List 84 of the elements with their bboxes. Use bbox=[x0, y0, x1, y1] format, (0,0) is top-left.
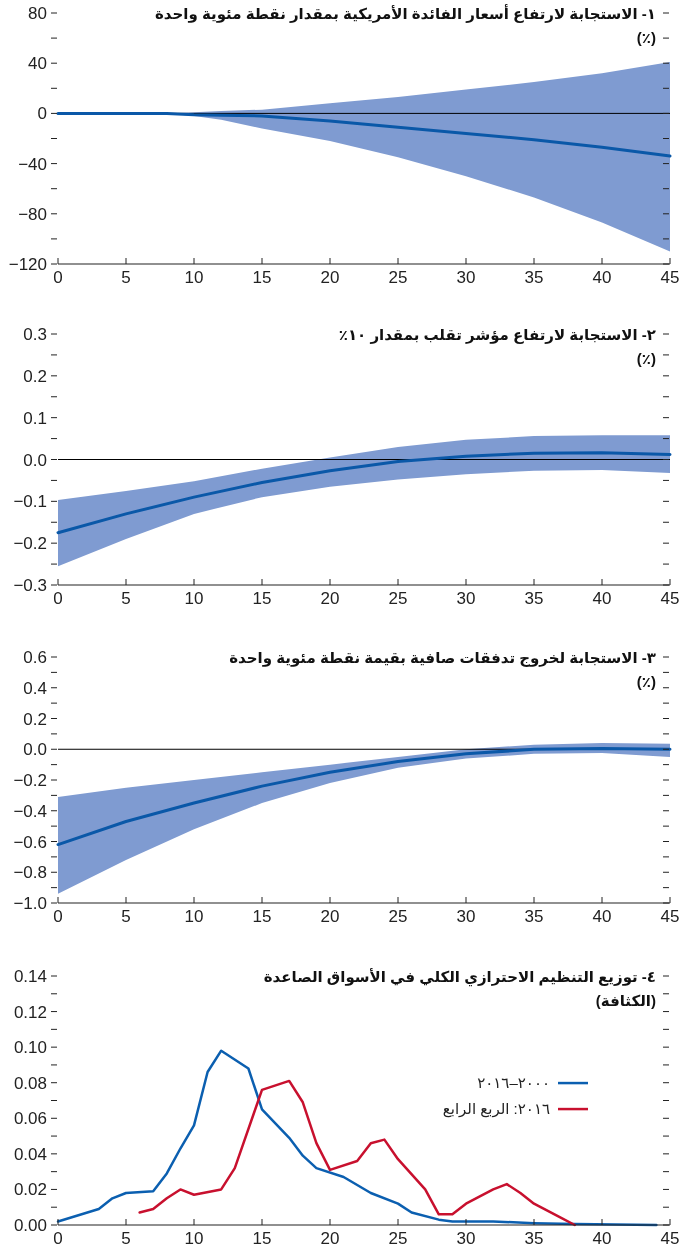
y-tick-label: −0.1 bbox=[13, 492, 47, 512]
x-tick-label: 45 bbox=[660, 268, 680, 287]
y-tick-label: 0.1 bbox=[23, 408, 47, 428]
x-tick-label: 30 bbox=[456, 907, 476, 926]
x-tick-label: 0 bbox=[53, 907, 63, 926]
y-tick-label: 0.3 bbox=[23, 325, 47, 344]
y-tick-label: 80 bbox=[28, 4, 47, 23]
chart-title: ٤- توزيع التنظيم الاحترازي الكلي في الأسواق الصاعدة bbox=[263, 968, 656, 987]
x-tick-label: 25 bbox=[388, 1229, 408, 1248]
x-tick-label: 10 bbox=[184, 1229, 204, 1248]
y-tick-label: 0.14 bbox=[13, 967, 47, 986]
y-tick-label: −0.6 bbox=[13, 832, 47, 852]
x-tick-label: 5 bbox=[121, 589, 131, 608]
y-tick-label: −0.2 bbox=[13, 534, 47, 554]
x-tick-label: 20 bbox=[320, 907, 340, 926]
y-tick-label: 0.4 bbox=[23, 678, 47, 698]
x-tick-label: 35 bbox=[524, 268, 544, 287]
x-tick-label: 25 bbox=[388, 907, 408, 926]
y-tick-label: 0.10 bbox=[13, 1038, 47, 1058]
x-tick-label: 45 bbox=[660, 907, 680, 926]
legend-label: ٢٠١٦: الربع الرابع bbox=[442, 1100, 550, 1119]
x-tick-label: 45 bbox=[660, 1229, 680, 1248]
x-tick-label: 15 bbox=[252, 907, 272, 926]
x-tick-label: 15 bbox=[252, 589, 272, 608]
x-tick-label: 40 bbox=[592, 589, 612, 608]
y-tick-label: 0.0 bbox=[23, 450, 47, 470]
x-tick-label: 20 bbox=[320, 1229, 340, 1248]
chart-title: ٢- الاستجابة لارتفاع مؤشر تقلب بمقدار ١٠٪ bbox=[338, 326, 656, 344]
x-tick-label: 0 bbox=[53, 268, 63, 287]
x-tick-label: 15 bbox=[252, 1229, 272, 1248]
x-tick-label: 5 bbox=[121, 907, 131, 926]
x-tick-label: 35 bbox=[524, 589, 544, 608]
x-tick-label: 35 bbox=[524, 907, 544, 926]
y-tick-label: −120 bbox=[8, 255, 47, 274]
y-tick-label: −0.2 bbox=[13, 771, 47, 790]
y-tick-label: −0.4 bbox=[13, 801, 47, 821]
y-tick-label: 0.6 bbox=[23, 648, 47, 667]
x-tick-label: 40 bbox=[592, 1229, 612, 1248]
x-tick-label: 40 bbox=[592, 268, 612, 287]
y-tick-label: 0.2 bbox=[23, 709, 47, 729]
x-tick-label: 0 bbox=[53, 1229, 63, 1248]
chart-title: ٣- الاستجابة لخروج تدفقات صافية بقيمة نقطة مئوية واحدة bbox=[229, 649, 656, 667]
y-tick-label: −0.8 bbox=[13, 863, 47, 883]
chart-title: ١- الاستجابة لارتفاع أسعار الفائدة الأمريكية بمقدار نقطة مئوية واحدة bbox=[154, 4, 656, 23]
x-tick-label: 30 bbox=[456, 589, 476, 608]
x-tick-label: 10 bbox=[184, 268, 204, 287]
x-tick-label: 35 bbox=[524, 1229, 544, 1248]
y-tick-label: 0.02 bbox=[13, 1180, 47, 1200]
y-tick-label: 0.0 bbox=[23, 740, 47, 760]
y-tick-label: −40 bbox=[18, 154, 47, 174]
text: (٪) bbox=[636, 350, 656, 367]
x-tick-label: 15 bbox=[252, 268, 272, 287]
line-series bbox=[56, 451, 672, 535]
text: (٪) bbox=[636, 673, 656, 690]
y-tick-label: 0.04 bbox=[13, 1144, 47, 1164]
y-tick-label: −0.3 bbox=[13, 576, 47, 595]
x-tick-label: 0 bbox=[53, 589, 63, 608]
text: (الكثافة) bbox=[595, 992, 656, 1009]
x-tick-label: 20 bbox=[320, 268, 340, 287]
y-tick-label: 0.2 bbox=[23, 366, 47, 386]
line-series bbox=[138, 1079, 577, 1227]
line-series bbox=[56, 746, 672, 847]
y-tick-label: 40 bbox=[28, 54, 47, 74]
x-tick-label: 5 bbox=[121, 268, 131, 287]
x-tick-label: 25 bbox=[388, 589, 408, 608]
x-tick-label: 20 bbox=[320, 589, 340, 608]
x-tick-label: 30 bbox=[456, 1229, 476, 1248]
y-tick-label: 0 bbox=[37, 104, 47, 124]
y-tick-label: −80 bbox=[18, 204, 47, 224]
y-tick-label: 0.12 bbox=[13, 1002, 47, 1022]
y-tick-label: −1.0 bbox=[13, 894, 47, 913]
y-tick-label: 0.06 bbox=[13, 1109, 47, 1129]
x-tick-label: 10 bbox=[184, 589, 204, 608]
x-tick-label: 10 bbox=[184, 907, 204, 926]
line-series bbox=[56, 111, 672, 158]
x-tick-label: 40 bbox=[592, 907, 612, 926]
legend-label: ٢٠٠٠–٢٠١٦ bbox=[477, 1074, 550, 1092]
x-tick-label: 45 bbox=[660, 589, 680, 608]
x-tick-label: 30 bbox=[456, 268, 476, 287]
x-tick-label: 5 bbox=[121, 1229, 131, 1248]
text: (٪) bbox=[636, 29, 656, 46]
y-tick-label: 0.08 bbox=[13, 1073, 47, 1093]
x-tick-label: 25 bbox=[388, 268, 408, 287]
y-tick-label: 0.00 bbox=[13, 1216, 47, 1235]
